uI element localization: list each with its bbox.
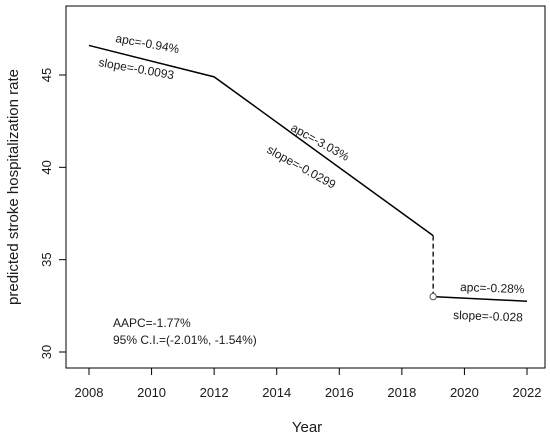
apc-label-1: apc=-0.94% [114,31,180,56]
x-tick-label: 2010 [137,385,166,400]
x-tick-label: 2022 [513,385,542,400]
y-tick-label: 35 [39,252,54,266]
x-tick-label: 2012 [200,385,229,400]
y-tick-label: 40 [39,160,54,174]
y-tick-label: 45 [39,68,54,82]
annotation-layer: apc=-0.94%slope=-0.0093apc=-3.03%slope=-… [97,31,525,324]
slope-label-3: slope=-0.028 [453,308,523,324]
ci-label: 95% C.I.=(-2.01%, -1.54%) [113,333,257,347]
apc-label-3: apc=-0.28% [460,280,525,296]
y-tick-label: 30 [39,345,54,359]
aapc-label: AAPC=-1.77% [113,316,191,330]
y-axis: 30 35 40 45 [39,68,67,359]
y-axis-title: predicted stroke hospitalization rate [5,69,22,305]
x-axis-title: Year [292,419,322,436]
jump-point [429,292,437,301]
slope-label-1: slope=-0.0093 [97,55,175,82]
x-tick-label: 2016 [325,385,354,400]
series-line-2 [433,295,528,302]
series-line-1 [88,44,434,237]
x-tick-label: 2014 [262,385,291,400]
x-axis: 2008 2010 2012 2014 2016 2018 2020 2022 [75,367,542,400]
x-tick-label: 2020 [450,385,479,400]
x-tick-label: 2018 [387,385,416,400]
series-layer [88,44,528,302]
x-tick-label: 2008 [75,385,104,400]
